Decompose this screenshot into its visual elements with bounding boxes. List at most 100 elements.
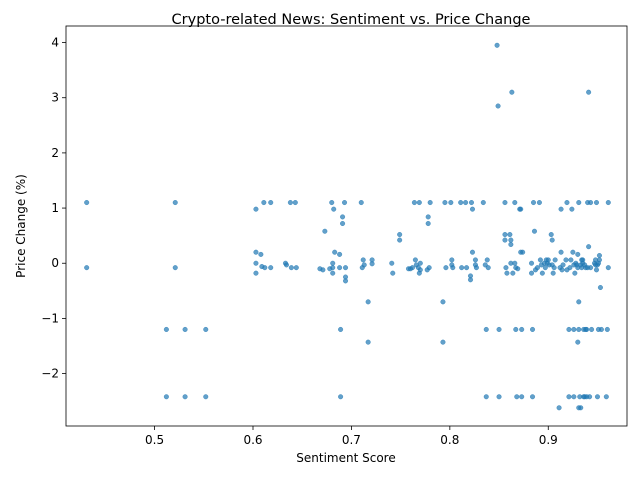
data-point — [578, 405, 584, 411]
data-point — [564, 200, 570, 206]
x-tick-label: 0.9 — [539, 433, 558, 447]
data-point — [529, 394, 536, 400]
data-point — [597, 284, 603, 291]
data-point — [425, 220, 431, 227]
data-point — [361, 262, 367, 268]
data-point — [172, 265, 178, 271]
x-tick-label: 0.8 — [440, 433, 459, 447]
data-point — [390, 270, 396, 276]
y-tick-label: −2 — [41, 367, 59, 381]
data-point — [203, 394, 209, 400]
data-point — [262, 265, 268, 271]
data-point — [504, 270, 510, 276]
data-point — [258, 251, 264, 257]
data-point — [358, 200, 364, 206]
data-point — [469, 249, 476, 255]
y-tick-label: 2 — [51, 146, 59, 160]
data-point — [519, 326, 525, 333]
data-point — [463, 200, 469, 206]
data-point — [587, 394, 593, 400]
data-point — [472, 257, 478, 263]
data-point — [293, 265, 299, 271]
data-point — [426, 265, 432, 271]
data-point — [580, 257, 586, 263]
data-point — [172, 200, 178, 206]
data-point — [332, 249, 338, 255]
data-point — [412, 257, 418, 263]
data-point — [563, 257, 569, 263]
data-point — [575, 339, 581, 345]
chart-title: Crypto-related News: Sentiment vs. Price… — [172, 12, 531, 28]
data-point — [528, 270, 535, 276]
data-point — [253, 206, 259, 212]
data-point — [508, 241, 514, 248]
data-point — [588, 200, 594, 206]
data-point — [338, 394, 344, 400]
data-point — [542, 265, 548, 271]
data-point — [330, 260, 336, 266]
data-point — [409, 265, 415, 271]
data-point — [510, 270, 516, 276]
data-point — [337, 265, 343, 271]
x-axis: 0.5 0.6 0.7 0.8 0.9 — [145, 426, 558, 447]
data-point — [268, 200, 274, 206]
data-point — [484, 257, 490, 263]
data-point — [596, 252, 602, 259]
x-axis-label: Sentiment Score — [296, 451, 395, 465]
data-point — [467, 277, 474, 283]
data-point — [360, 257, 366, 263]
data-point — [531, 228, 538, 234]
data-point — [442, 200, 448, 206]
data-point — [605, 265, 611, 271]
data-point — [365, 339, 371, 345]
data-point — [389, 260, 395, 266]
data-point — [507, 232, 513, 238]
data-point — [502, 237, 508, 243]
data-point — [330, 265, 336, 271]
x-tick-label: 0.6 — [243, 433, 262, 447]
data-point — [163, 326, 169, 333]
data-point — [503, 265, 509, 271]
data-point — [550, 270, 556, 276]
data-point — [253, 270, 259, 276]
x-tick-label: 0.7 — [342, 433, 361, 447]
data-point — [427, 200, 433, 206]
data-point — [537, 257, 543, 263]
data-point — [548, 232, 554, 238]
data-point — [586, 89, 592, 95]
data-point — [509, 89, 515, 95]
data-point — [84, 265, 90, 271]
data-point — [528, 260, 535, 266]
data-point — [283, 262, 290, 268]
data-point — [449, 257, 455, 263]
data-point — [567, 265, 573, 271]
data-point — [536, 200, 542, 206]
data-point — [331, 206, 337, 212]
data-point — [576, 299, 582, 305]
data-point — [496, 394, 502, 400]
data-point — [495, 103, 501, 109]
y-tick-label: 1 — [51, 201, 59, 215]
data-point — [586, 244, 592, 250]
data-point — [551, 265, 557, 271]
data-point — [459, 265, 465, 271]
data-point — [596, 257, 602, 263]
data-point — [253, 260, 259, 266]
data-point — [440, 339, 446, 345]
data-point — [572, 270, 578, 276]
data-point — [473, 265, 479, 271]
data-point — [570, 249, 576, 255]
data-point — [342, 278, 349, 284]
data-point — [598, 326, 604, 333]
data-point — [520, 249, 526, 255]
data-point — [584, 326, 590, 333]
data-point — [450, 265, 456, 271]
data-point — [549, 237, 555, 243]
data-point — [458, 200, 464, 206]
data-point — [322, 228, 328, 234]
data-point — [560, 262, 566, 268]
data-points — [84, 42, 611, 411]
data-point — [494, 42, 500, 48]
data-point — [365, 299, 371, 305]
